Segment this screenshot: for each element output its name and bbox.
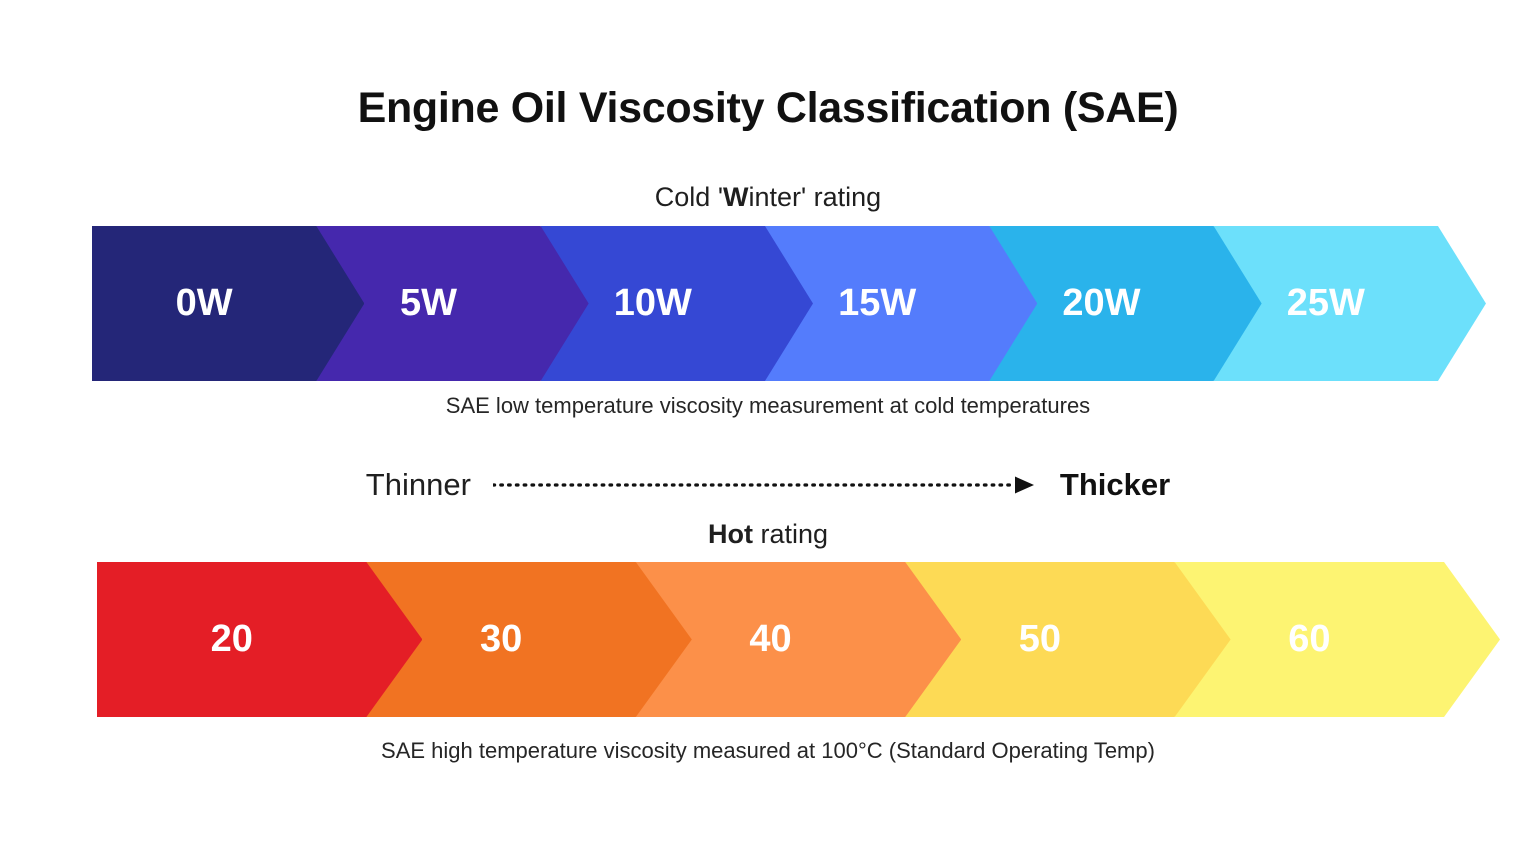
thinner-label: Thinner xyxy=(365,467,471,502)
hot-label-suffix: rating xyxy=(752,519,829,549)
hot-section-label: Hot rating xyxy=(0,519,1536,550)
winter-grade-chevron[interactable]: 0W xyxy=(92,226,364,381)
hot-grade-label: 50 xyxy=(1018,618,1062,660)
winter-section-label: Cold 'Winter' rating xyxy=(0,182,1536,213)
hot-grade-chevron[interactable]: 20 xyxy=(97,562,422,717)
page-title: Engine Oil Viscosity Classification (SAE… xyxy=(357,84,1179,132)
winter-grade-label: 5W xyxy=(399,282,457,324)
winter-label-bold: W xyxy=(722,182,749,212)
winter-grade-label: 25W xyxy=(1286,282,1365,324)
winter-grade-label: 15W xyxy=(838,282,917,324)
winter-caption: SAE low temperature viscosity measuremen… xyxy=(445,393,1091,418)
hot-grade-label: 40 xyxy=(749,618,792,660)
viscosity-direction-row: Thinner Thicker xyxy=(0,459,1536,511)
hot-grade-label: 60 xyxy=(1288,618,1331,660)
winter-label-suffix: inter' rating xyxy=(748,182,882,212)
winter-grade-label: 20W xyxy=(1062,282,1141,324)
winter-grade-label: 0W xyxy=(175,282,233,324)
winter-label-prefix: Cold ' xyxy=(654,182,723,212)
winter-grade-bar: 0W 5W 10W 15W 20W 25W xyxy=(92,226,1438,381)
thicker-label: Thicker xyxy=(1059,467,1171,502)
hot-grade-label: 30 xyxy=(479,618,523,660)
hot-grade-bar: 20 30 40 50 60 xyxy=(97,562,1444,717)
hot-grade-label: 20 xyxy=(210,618,253,660)
dotted-arrow-right-icon xyxy=(492,476,1034,494)
hot-caption: SAE high temperature viscosity measured … xyxy=(381,738,1155,763)
hot-label-bold: Hot xyxy=(707,519,753,549)
winter-grade-label: 10W xyxy=(613,282,692,324)
